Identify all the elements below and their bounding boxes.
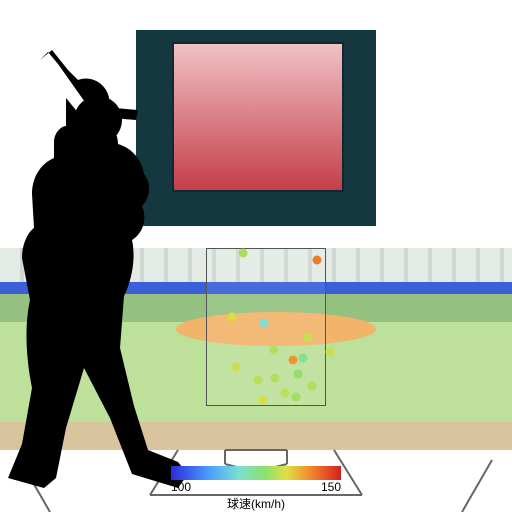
colorbar-ticks: 100 150 <box>171 480 341 494</box>
colorbar-gradient <box>171 466 341 480</box>
pitch-point <box>304 334 313 343</box>
pitch-point <box>294 370 303 379</box>
pitch-point <box>289 356 298 365</box>
pitch-point <box>260 319 269 328</box>
pitch-point <box>292 393 301 402</box>
pitch-point <box>271 374 280 383</box>
pitch-point <box>254 376 263 385</box>
pitch-point <box>326 348 335 357</box>
batter-silhouette <box>0 48 248 488</box>
pitch-point <box>258 396 267 405</box>
tick-100: 100 <box>171 480 191 494</box>
pitch-point <box>299 354 308 363</box>
pitch-point <box>270 346 279 355</box>
pitch-location-chart: 100 150 球速(km/h) <box>0 0 512 512</box>
colorbar-label: 球速(km/h) <box>171 495 341 512</box>
pitch-point <box>281 389 290 398</box>
pitch-point <box>313 256 322 265</box>
colorbar-legend: 100 150 球速(km/h) <box>171 466 341 512</box>
tick-150: 150 <box>321 480 341 494</box>
pitch-point <box>308 382 317 391</box>
